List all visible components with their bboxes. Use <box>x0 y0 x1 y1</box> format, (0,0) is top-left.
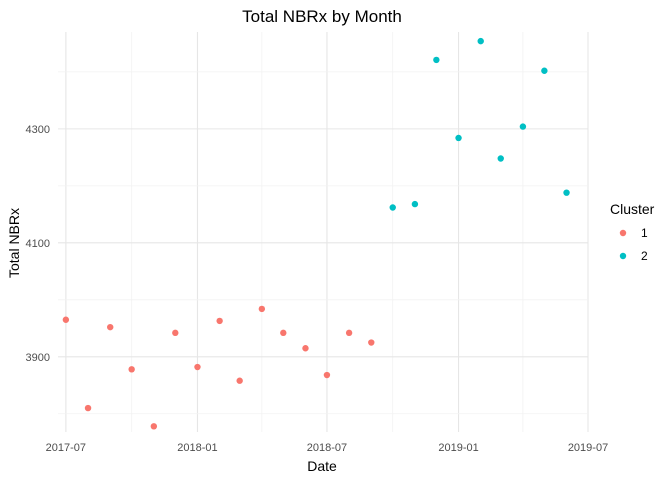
data-point-cluster-2 <box>497 155 504 162</box>
data-point-cluster-2 <box>455 134 462 142</box>
data-point-cluster-1 <box>194 363 201 371</box>
data-point-cluster-1 <box>150 423 158 430</box>
chart-title: Total NBRx by Month <box>242 7 402 26</box>
data-point-cluster-2 <box>411 200 419 208</box>
data-point-cluster-1 <box>280 329 287 337</box>
legend-label-cluster-1: 1 <box>641 226 648 240</box>
x-axis-title: Date <box>307 458 337 474</box>
data-point-cluster-1 <box>236 377 243 384</box>
data-point-cluster-1 <box>62 316 70 323</box>
data-point-cluster-1 <box>345 329 353 337</box>
legend-key-cluster-2 <box>619 252 627 260</box>
legend-key-cluster-1 <box>619 229 627 237</box>
x-tick-label: 2018-07 <box>307 442 347 454</box>
x-axis-ticks: 2017-07 2018-01 2018-07 2019-01 2019-07 <box>46 442 609 454</box>
data-point-cluster-2 <box>389 204 396 211</box>
data-point-cluster-1 <box>107 323 114 331</box>
y-tick-label: 3900 <box>26 352 50 364</box>
data-point-cluster-1 <box>84 404 92 412</box>
data-point-cluster-1 <box>302 345 309 352</box>
data-point-cluster-2 <box>541 67 548 74</box>
grid <box>58 32 589 432</box>
data-point-cluster-1 <box>368 339 375 346</box>
data-point-cluster-2 <box>477 37 484 45</box>
data-point-cluster-1 <box>323 371 331 379</box>
x-tick-label: 2019-07 <box>568 442 608 454</box>
data-point-cluster-1 <box>258 305 266 313</box>
data-point-cluster-1 <box>128 366 135 373</box>
data-points <box>62 37 570 430</box>
y-axis-ticks: 3900 4100 4300 <box>26 124 50 364</box>
x-tick-label: 2018-01 <box>177 442 217 454</box>
legend-title: Cluster <box>610 201 655 217</box>
x-tick-label: 2019-01 <box>438 442 478 454</box>
y-tick-label: 4100 <box>26 238 50 250</box>
data-point-cluster-2 <box>433 56 440 64</box>
x-tick-label: 2017-07 <box>46 442 86 454</box>
data-point-cluster-1 <box>172 329 179 337</box>
y-tick-label: 4300 <box>26 124 50 136</box>
data-point-cluster-2 <box>563 189 570 196</box>
y-axis-title: Total NBRx <box>6 208 22 278</box>
data-point-cluster-2 <box>519 123 527 130</box>
data-point-cluster-1 <box>216 317 223 325</box>
legend-label-cluster-2: 2 <box>641 249 648 263</box>
legend: Cluster 1 2 <box>610 201 655 263</box>
